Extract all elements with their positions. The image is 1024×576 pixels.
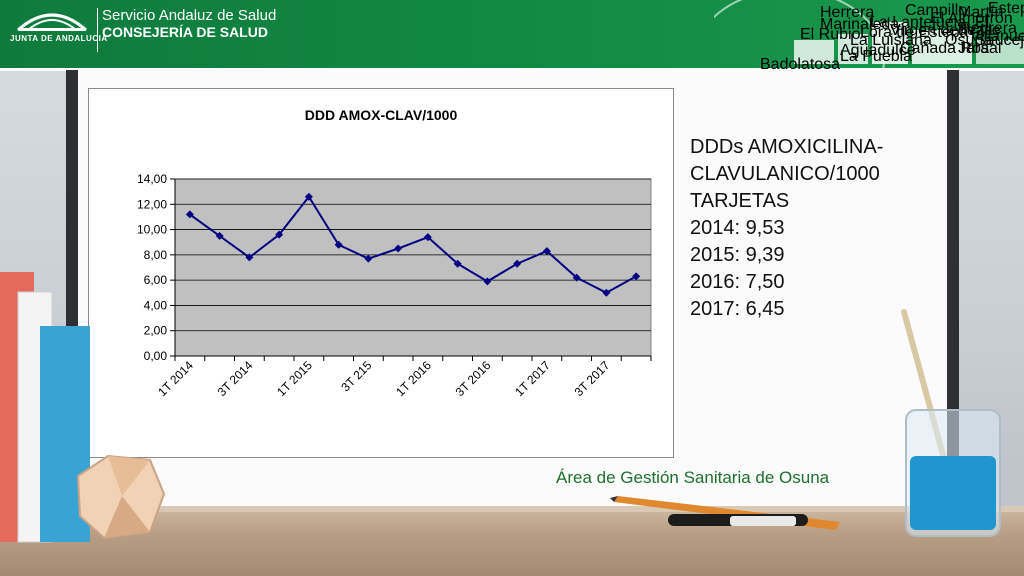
place-name: Virgen del Valle <box>890 22 1001 39</box>
x-tick-label: 1T 2015 <box>274 358 315 399</box>
books-decoration <box>0 272 166 543</box>
summary-year-2014: 2014: 9,53 <box>690 217 785 239</box>
place-name: Marinaleda <box>820 16 900 33</box>
place-name: El Saucejo <box>975 14 1024 49</box>
place-name: Villanueva <box>970 28 1024 45</box>
data-point <box>245 253 254 262</box>
data-point <box>632 272 641 281</box>
data-point <box>185 210 194 219</box>
header-divider <box>97 8 98 52</box>
data-point <box>275 230 284 239</box>
desk <box>0 506 1024 576</box>
line-chart: 0,00 2,00 4,00 6,00 8,00 10,00 12,00 14,00 1T 20… <box>137 172 652 399</box>
x-tick-label: 1T 2016 <box>393 358 434 399</box>
y-tick-label: 10,00 <box>137 223 167 237</box>
place-name: El Rubio <box>800 26 861 43</box>
x-tick-label: 3T 2016 <box>453 358 494 399</box>
place-name: Osuna <box>945 32 993 49</box>
place-name: La Luisiana <box>850 32 932 49</box>
data-point <box>513 259 522 268</box>
summary-heading-1: DDDs AMOXICILINA- <box>690 136 884 158</box>
brush-jar-decoration <box>901 309 1001 537</box>
header-banner: JUNTA DE ANDALUCIA Servicio Andaluz de S… <box>0 0 1024 71</box>
x-tick-label: 3T 2017 <box>572 358 613 399</box>
place-name: Pedrera <box>960 20 1017 37</box>
chart-title: DDD AMOX-CLAV/1000 <box>304 107 458 123</box>
desk-edge <box>0 506 1024 512</box>
data-point <box>572 273 581 282</box>
data-point <box>364 254 373 263</box>
y-tick-label: 12,00 <box>137 197 167 211</box>
x-tick-label: 1T 2017 <box>512 358 553 399</box>
data-point <box>394 244 403 253</box>
summary-year-2016: 2016: 7,50 <box>690 271 785 293</box>
y-tick-label: 6,00 <box>144 273 168 287</box>
place-name: Badolatosa <box>760 56 841 73</box>
data-point <box>483 277 492 286</box>
data-point <box>215 231 224 240</box>
place-name: Estepa <box>988 0 1024 17</box>
y-tick-label: 14,00 <box>137 172 167 186</box>
data-point <box>542 247 551 256</box>
place-name: La Puebla <box>840 48 913 65</box>
data-point <box>334 240 343 249</box>
place-name: Lora de Estepa <box>860 24 969 41</box>
place-name: La Lantejuela <box>870 14 967 31</box>
summary-text: DDDs AMOXICILINA- CLAVULANICO/1000 TARJE… <box>690 134 883 323</box>
place-name: Campillo <box>905 2 968 19</box>
y-tick-label: 4,00 <box>144 298 168 312</box>
org-name: Servicio Andaluz de Salud <box>102 7 277 24</box>
summary-year-2015: 2015: 9,39 <box>690 244 785 266</box>
plot-area <box>174 178 652 357</box>
summary-year-2017: 2017: 6,45 <box>690 298 785 320</box>
org-department: CONSEJERÍA DE SALUD <box>102 24 268 40</box>
area-map-art <box>714 0 1024 68</box>
place-name: El Almorrón <box>930 10 1013 27</box>
summary-heading-2: CLAVULANICO/1000 <box>690 163 880 185</box>
y-tick-label: 8,00 <box>144 248 168 262</box>
junta-label: JUNTA DE ANDALUCIA <box>10 34 108 43</box>
place-name: Herrera <box>820 4 875 21</box>
y-tick-label: 2,00 <box>144 324 168 338</box>
x-tick-label: 3T 215 <box>338 358 374 394</box>
data-point <box>453 259 462 268</box>
summary-heading-3: TARJETAS <box>690 190 790 212</box>
chart-container: DDD AMOX-CLAV/1000 0,00 2,00 4,00 6,00 8,00 1… <box>88 88 674 458</box>
pencil-decoration <box>610 496 840 530</box>
place-name: Cañada Rosal <box>900 40 1002 57</box>
data-point <box>304 192 313 201</box>
area-caption: Área de Gestión Sanitaria de Osuna <box>556 468 830 487</box>
y-tick-label: 0,00 <box>144 349 168 363</box>
junta-andalucia-logo <box>17 13 87 32</box>
x-tick-label: 3T 2014 <box>215 358 256 399</box>
data-point <box>602 288 611 297</box>
data-point <box>423 233 432 242</box>
place-name: Aguadulce <box>840 42 916 59</box>
series-line <box>189 194 637 294</box>
place-name: Martín de la Jara <box>958 4 1004 57</box>
